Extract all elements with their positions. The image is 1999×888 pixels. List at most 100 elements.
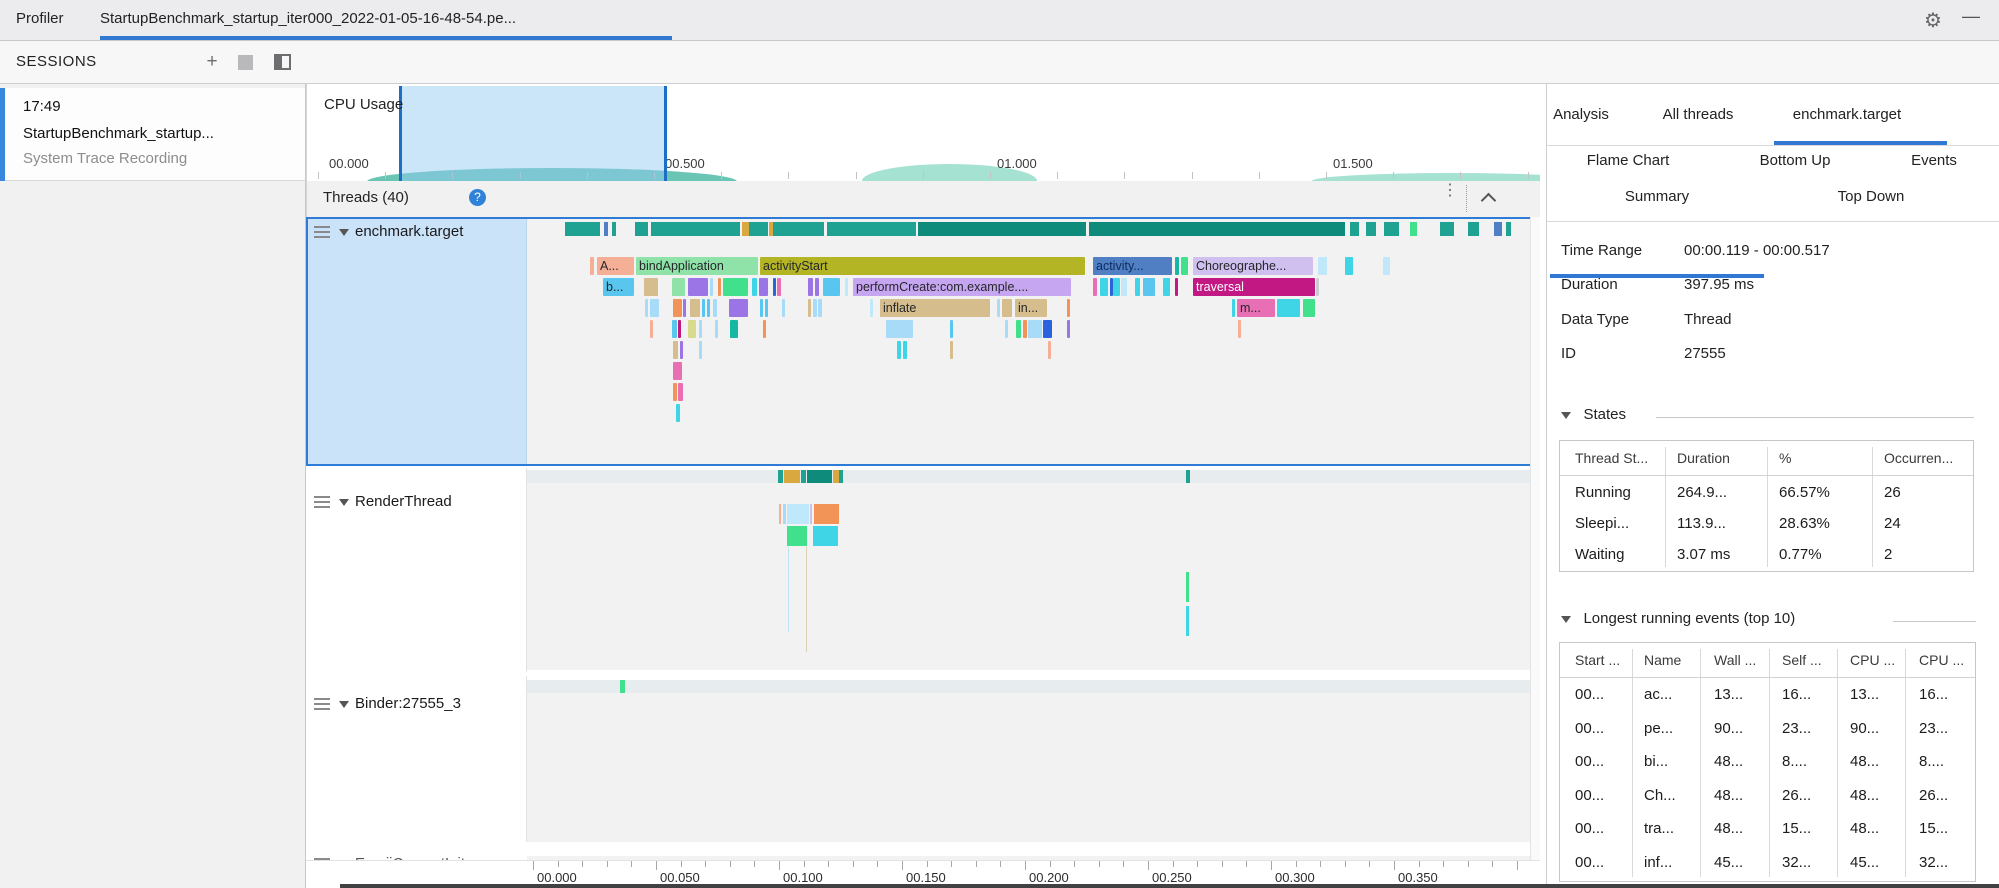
table-cell[interactable]: 23... [1782,719,1812,737]
subtab-bottom-up[interactable]: Bottom Up [1759,152,1831,169]
trace-span[interactable] [773,278,776,296]
trace-span[interactable] [814,504,839,524]
states-table[interactable]: Thread St... Duration% Occurren... Running 2… [1559,440,1974,572]
table-cell[interactable]: 48... [1714,786,1744,804]
table-cell[interactable]: 23... [1919,719,1949,737]
table-cell[interactable]: 8.... [1782,753,1808,770]
table-cell[interactable]: Running [1575,484,1631,501]
trace-span[interactable]: activity... [1093,257,1172,275]
table-cell[interactable]: 8.... [1919,753,1945,770]
trace-span[interactable] [645,299,648,317]
trace-span[interactable] [672,278,685,296]
cpu-selection-range[interactable] [399,86,667,181]
session-card[interactable]: 17:49 StartupBenchmark_startup... System… [0,88,305,181]
states-section-header[interactable]: States [1561,406,1626,424]
thread-row-enchmark-target[interactable]: enchmark.target A... bindApplication activ… [306,217,1540,466]
trace-span[interactable] [759,278,768,296]
table-cell[interactable]: 26 [1884,484,1901,501]
expand-arrow-icon[interactable] [339,499,349,506]
thread-label-cell[interactable]: enchmark.target [308,219,527,464]
trace-span[interactable]: m... [1237,299,1275,317]
table-cell[interactable]: 48... [1714,820,1744,837]
trace-span[interactable] [723,278,748,296]
trace-span[interactable] [673,341,678,359]
trace-span[interactable] [730,320,738,338]
table-cell[interactable]: 13... [1714,686,1744,703]
trace-span[interactable] [1023,320,1027,338]
table-cell[interactable]: inf... [1644,853,1673,871]
trace-span[interactable] [1121,278,1127,296]
trace-span[interactable] [870,299,873,317]
column-header[interactable]: % [1779,450,1792,466]
more-options-icon[interactable]: ⋮ [1442,182,1458,199]
trace-span[interactable] [1067,299,1070,317]
trace-span[interactable] [683,299,686,317]
trace-span[interactable] [1067,320,1070,338]
trace-span[interactable]: in... [1015,299,1047,317]
trace-span[interactable] [1110,278,1113,296]
column-header[interactable]: CPU ... [1850,652,1896,668]
trace-span[interactable] [810,504,812,524]
table-cell[interactable]: bi... [1644,753,1669,770]
tab-profiler[interactable]: Profiler [16,10,64,27]
subtab-top-down[interactable]: Top Down [1837,188,1905,205]
expand-arrow-icon[interactable] [339,701,349,708]
trace-span[interactable] [760,299,763,317]
column-header[interactable]: Wall ... [1714,652,1757,668]
trace-span[interactable] [1318,257,1327,275]
trace-span[interactable] [813,526,838,546]
trace-span[interactable] [650,320,653,338]
table-cell[interactable]: Sleepi... [1575,515,1630,532]
trace-span[interactable]: inflate [880,299,990,317]
trace-span[interactable] [1186,606,1189,636]
drag-handle-icon[interactable] [314,496,330,511]
trace-span[interactable] [845,278,848,296]
table-cell[interactable]: tra... [1644,820,1675,837]
trace-span[interactable] [1277,299,1300,317]
trace-span[interactable] [1048,341,1051,359]
expand-arrow-icon[interactable] [339,229,349,236]
table-cell[interactable]: pe... [1644,719,1674,737]
trace-span[interactable] [673,362,682,380]
trace-span[interactable] [1303,299,1315,317]
table-cell[interactable]: 113.9... [1677,515,1726,532]
bottom-time-ruler[interactable]: 00.000 00.050 00.100 00.150 00.200 00.250 00.3… [306,860,1540,888]
trace-span[interactable] [779,504,781,524]
table-cell[interactable]: 45... [1714,853,1744,871]
column-header[interactable]: Self ... [1782,652,1822,668]
trace-span[interactable] [818,299,822,317]
trace-span[interactable] [765,299,768,317]
table-cell[interactable]: 00... [1575,853,1605,871]
trace-span[interactable] [752,278,757,296]
trace-span[interactable] [690,299,700,317]
trace-span[interactable] [787,526,807,546]
thread-trace-area[interactable]: A... bindApplication activityStart activity… [527,219,1538,464]
table-cell[interactable]: 00... [1575,786,1605,804]
table-cell[interactable]: Ch... [1644,786,1676,804]
trace-span[interactable] [673,299,682,317]
table-cell[interactable]: 26... [1919,786,1949,804]
trace-span[interactable] [680,341,683,359]
tab-all-threads[interactable]: All threads [1662,106,1734,123]
trace-span[interactable] [678,383,683,401]
column-header[interactable]: Start ... [1575,652,1621,668]
trace-span[interactable] [1143,278,1155,296]
trace-span[interactable] [815,278,819,296]
trace-span[interactable] [808,299,811,317]
add-session-icon[interactable]: + [206,51,218,72]
trace-span[interactable] [1238,320,1241,338]
trace-span[interactable] [688,320,696,338]
help-icon[interactable]: ? [469,189,486,206]
minimize-icon[interactable]: — [1962,6,1980,26]
trace-span[interactable] [886,320,913,338]
trace-span[interactable] [1100,278,1108,296]
trace-span[interactable] [718,278,721,296]
subtab-summary[interactable]: Summary [1624,188,1690,205]
column-header[interactable]: Name [1644,652,1682,668]
trace-span[interactable]: performCreate:com.example.... [853,278,1071,296]
table-cell[interactable]: 00... [1575,686,1605,703]
events-section-header[interactable]: Longest running events (top 10) [1561,610,1795,628]
events-table[interactable]: Start ... Name Wall ... Self ... CPU ... CPU … [1559,642,1976,882]
trace-span[interactable] [650,299,659,317]
column-header[interactable]: Occurren... [1884,450,1954,466]
